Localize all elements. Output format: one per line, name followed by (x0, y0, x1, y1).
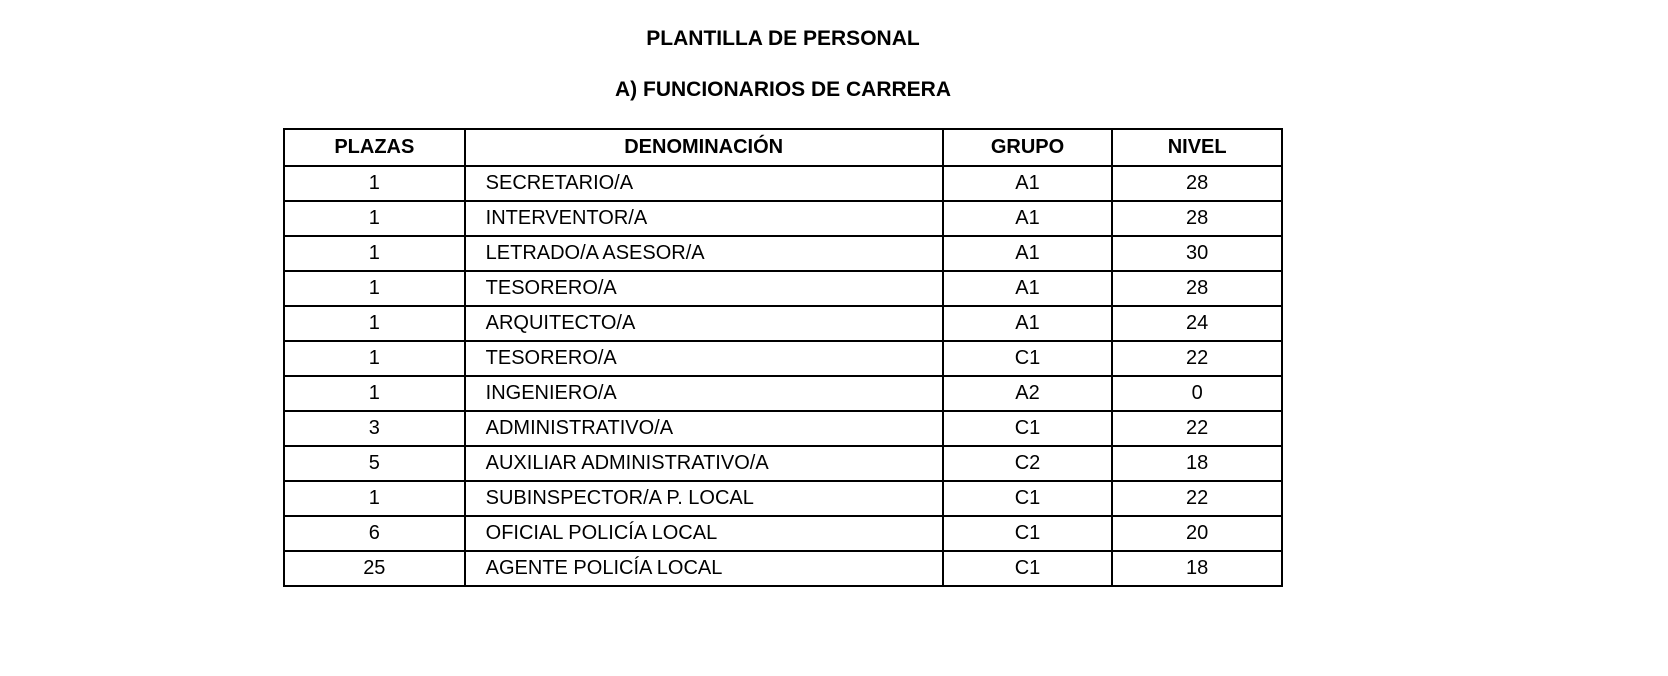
cell-nivel: 22 (1111, 410, 1283, 447)
cell-grupo: C1 (941, 515, 1114, 552)
cell-denominacion: INGENIERO/A (463, 375, 944, 412)
cell-plazas: 25 (283, 550, 466, 587)
table-row: 1 INGENIERO/A A2 0 (283, 375, 1283, 412)
cell-denominacion: TESORERO/A (463, 270, 944, 307)
cell-grupo: A2 (941, 375, 1114, 412)
header-grupo: GRUPO (941, 128, 1114, 167)
document-subtitle: A) FUNCIONARIOS DE CARRERA (615, 78, 951, 101)
cell-plazas: 1 (283, 480, 466, 517)
cell-plazas: 1 (283, 340, 466, 377)
cell-plazas: 1 (283, 375, 466, 412)
cell-denominacion: AUXILIAR ADMINISTRATIVO/A (463, 445, 944, 482)
cell-plazas: 1 (283, 165, 466, 202)
table-row: 1 TESORERO/A C1 22 (283, 340, 1283, 377)
cell-denominacion: LETRADO/A ASESOR/A (463, 235, 944, 272)
table-row: 1 INTERVENTOR/A A1 28 (283, 200, 1283, 237)
cell-plazas: 1 (283, 200, 466, 237)
cell-grupo: C1 (941, 340, 1114, 377)
table-row: 6 OFICIAL POLICÍA LOCAL C1 20 (283, 515, 1283, 552)
cell-plazas: 1 (283, 305, 466, 342)
table-row: 5 AUXILIAR ADMINISTRATIVO/A C2 18 (283, 445, 1283, 482)
header-plazas: PLAZAS (283, 128, 466, 167)
table-row: 1 SECRETARIO/A A1 28 (283, 165, 1283, 202)
staff-table: PLAZAS DENOMINACIÓN GRUPO NIVEL 1 SECRETA… (283, 128, 1283, 587)
cell-plazas: 3 (283, 410, 466, 447)
table-header-row: PLAZAS DENOMINACIÓN GRUPO NIVEL (283, 128, 1283, 167)
cell-denominacion: ADMINISTRATIVO/A (463, 410, 944, 447)
table-row: 1 ARQUITECTO/A A1 24 (283, 305, 1283, 342)
cell-grupo: A1 (941, 165, 1114, 202)
cell-denominacion: OFICIAL POLICÍA LOCAL (463, 515, 944, 552)
cell-plazas: 1 (283, 235, 466, 272)
cell-grupo: C1 (941, 550, 1114, 587)
table-row: 25 AGENTE POLICÍA LOCAL C1 18 (283, 550, 1283, 587)
cell-grupo: C1 (941, 410, 1114, 447)
cell-denominacion: TESORERO/A (463, 340, 944, 377)
cell-nivel: 18 (1111, 445, 1283, 482)
cell-nivel: 28 (1111, 200, 1283, 237)
table-row: 1 SUBINSPECTOR/A P. LOCAL C1 22 (283, 480, 1283, 517)
cell-grupo: A1 (941, 200, 1114, 237)
cell-grupo: C2 (941, 445, 1114, 482)
cell-denominacion: SUBINSPECTOR/A P. LOCAL (463, 480, 944, 517)
cell-grupo: A1 (941, 270, 1114, 307)
table-row: 1 TESORERO/A A1 28 (283, 270, 1283, 307)
cell-nivel: 20 (1111, 515, 1283, 552)
cell-plazas: 6 (283, 515, 466, 552)
table-row: 3 ADMINISTRATIVO/A C1 22 (283, 410, 1283, 447)
cell-nivel: 30 (1111, 235, 1283, 272)
cell-denominacion: SECRETARIO/A (463, 165, 944, 202)
cell-nivel: 18 (1111, 550, 1283, 587)
cell-plazas: 5 (283, 445, 466, 482)
cell-nivel: 28 (1111, 165, 1283, 202)
cell-denominacion: AGENTE POLICÍA LOCAL (463, 550, 944, 587)
cell-nivel: 28 (1111, 270, 1283, 307)
cell-nivel: 22 (1111, 340, 1283, 377)
cell-nivel: 22 (1111, 480, 1283, 517)
cell-denominacion: INTERVENTOR/A (463, 200, 944, 237)
table-row: 1 LETRADO/A ASESOR/A A1 30 (283, 235, 1283, 272)
header-nivel: NIVEL (1111, 128, 1283, 167)
cell-nivel: 24 (1111, 305, 1283, 342)
header-denominacion: DENOMINACIÓN (463, 128, 944, 167)
cell-grupo: C1 (941, 480, 1114, 517)
document-title: PLANTILLA DE PERSONAL (646, 27, 920, 50)
cell-denominacion: ARQUITECTO/A (463, 305, 944, 342)
cell-grupo: A1 (941, 235, 1114, 272)
cell-plazas: 1 (283, 270, 466, 307)
cell-nivel: 0 (1111, 375, 1283, 412)
cell-grupo: A1 (941, 305, 1114, 342)
